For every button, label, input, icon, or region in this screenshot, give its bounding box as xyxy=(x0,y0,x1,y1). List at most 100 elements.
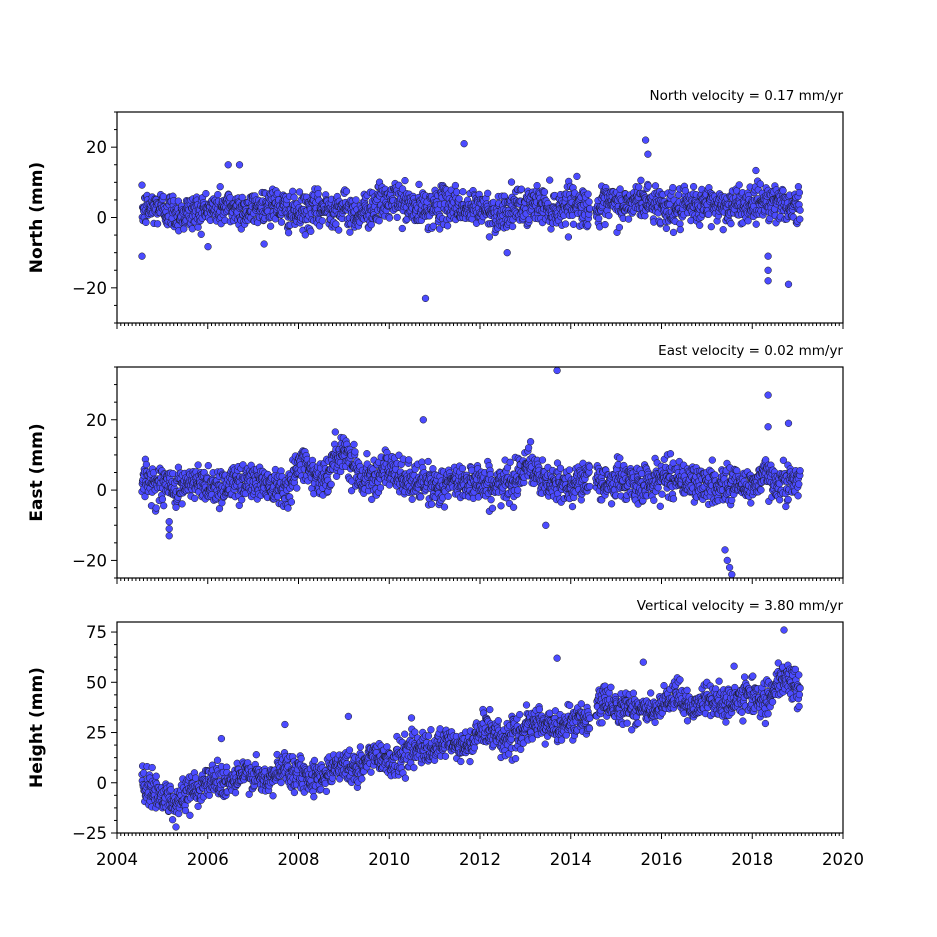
data-point xyxy=(393,213,401,222)
data-point xyxy=(752,166,760,175)
data-point xyxy=(517,185,526,193)
outlier-point xyxy=(784,280,793,288)
data-point xyxy=(656,502,664,510)
data-point xyxy=(191,494,199,503)
data-point xyxy=(795,188,804,197)
data-point xyxy=(666,450,675,458)
data-point xyxy=(289,187,297,195)
outlier-point xyxy=(764,277,772,285)
data-point xyxy=(327,480,335,488)
data-point xyxy=(507,178,516,186)
data-point xyxy=(728,496,736,505)
y-tick-label: −20 xyxy=(72,279,107,298)
data-point xyxy=(358,775,366,783)
data-point xyxy=(277,218,286,226)
data-point xyxy=(444,492,452,500)
data-point xyxy=(779,456,788,464)
data-point xyxy=(295,188,304,196)
data-point xyxy=(297,755,305,763)
data-point xyxy=(654,484,662,492)
data-point xyxy=(524,444,533,452)
y-tick-label: 0 xyxy=(97,481,108,500)
data-point xyxy=(564,233,573,241)
data-point xyxy=(540,188,549,196)
data-point xyxy=(375,217,383,225)
outlier-point xyxy=(419,416,427,424)
data-point xyxy=(350,440,358,449)
data-point xyxy=(408,495,416,503)
data-point xyxy=(180,225,188,233)
data-point xyxy=(508,222,517,231)
data-point xyxy=(637,176,645,184)
data-point xyxy=(148,763,156,772)
data-point xyxy=(197,230,205,238)
data-point xyxy=(459,188,467,196)
data-point xyxy=(277,778,285,787)
data-point xyxy=(314,190,322,198)
data-point xyxy=(194,461,202,469)
data-point xyxy=(398,185,407,193)
data-point xyxy=(172,503,180,511)
outlier-point xyxy=(721,546,729,554)
outlier-point xyxy=(764,266,772,274)
outlier-point xyxy=(165,518,173,526)
data-point xyxy=(784,495,792,504)
data-point xyxy=(756,180,764,188)
data-point xyxy=(214,190,222,199)
data-point xyxy=(345,746,354,754)
data-point xyxy=(514,486,522,494)
data-point xyxy=(335,226,343,234)
data-point xyxy=(356,743,365,751)
y-axis-label: North (mm) xyxy=(27,162,47,273)
outlier-point xyxy=(764,391,772,399)
outlier-point xyxy=(235,161,244,169)
data-point xyxy=(385,214,394,222)
data-point xyxy=(318,217,326,225)
data-point xyxy=(615,223,624,232)
data-point xyxy=(689,182,698,191)
data-point xyxy=(538,456,547,464)
data-point xyxy=(453,188,461,196)
data-point xyxy=(284,504,292,512)
data-point xyxy=(160,502,168,510)
data-point xyxy=(533,181,541,190)
outlier-point xyxy=(728,570,736,578)
data-series xyxy=(138,136,804,303)
outlier-point xyxy=(725,563,734,572)
data-point xyxy=(584,221,592,229)
data-point xyxy=(584,190,592,198)
data-point xyxy=(440,503,449,511)
data-point xyxy=(252,751,260,759)
data-point xyxy=(794,183,803,191)
outlier-point xyxy=(723,556,731,565)
data-point xyxy=(142,218,150,227)
data-point xyxy=(142,460,151,469)
data-point xyxy=(352,196,360,204)
data-point xyxy=(310,756,319,765)
outlier-point xyxy=(764,252,772,260)
data-point xyxy=(152,504,160,512)
data-point xyxy=(669,495,678,503)
data-point xyxy=(158,495,167,503)
data-point xyxy=(322,787,331,796)
outlier-point xyxy=(542,521,550,529)
y-tick-label: 0 xyxy=(97,209,108,228)
data-point xyxy=(669,228,678,237)
data-point xyxy=(269,792,277,800)
data-point xyxy=(141,492,149,501)
data-point xyxy=(290,788,299,797)
data-point xyxy=(436,225,444,233)
outlier-point xyxy=(224,161,232,169)
data-point xyxy=(484,189,492,197)
data-point xyxy=(310,793,318,801)
data-point xyxy=(290,193,298,201)
data-point xyxy=(451,181,460,190)
data-point xyxy=(367,768,375,776)
y-tick-label: 20 xyxy=(86,411,107,430)
data-point xyxy=(735,181,743,189)
data-point xyxy=(266,222,275,230)
data-point xyxy=(497,502,505,510)
